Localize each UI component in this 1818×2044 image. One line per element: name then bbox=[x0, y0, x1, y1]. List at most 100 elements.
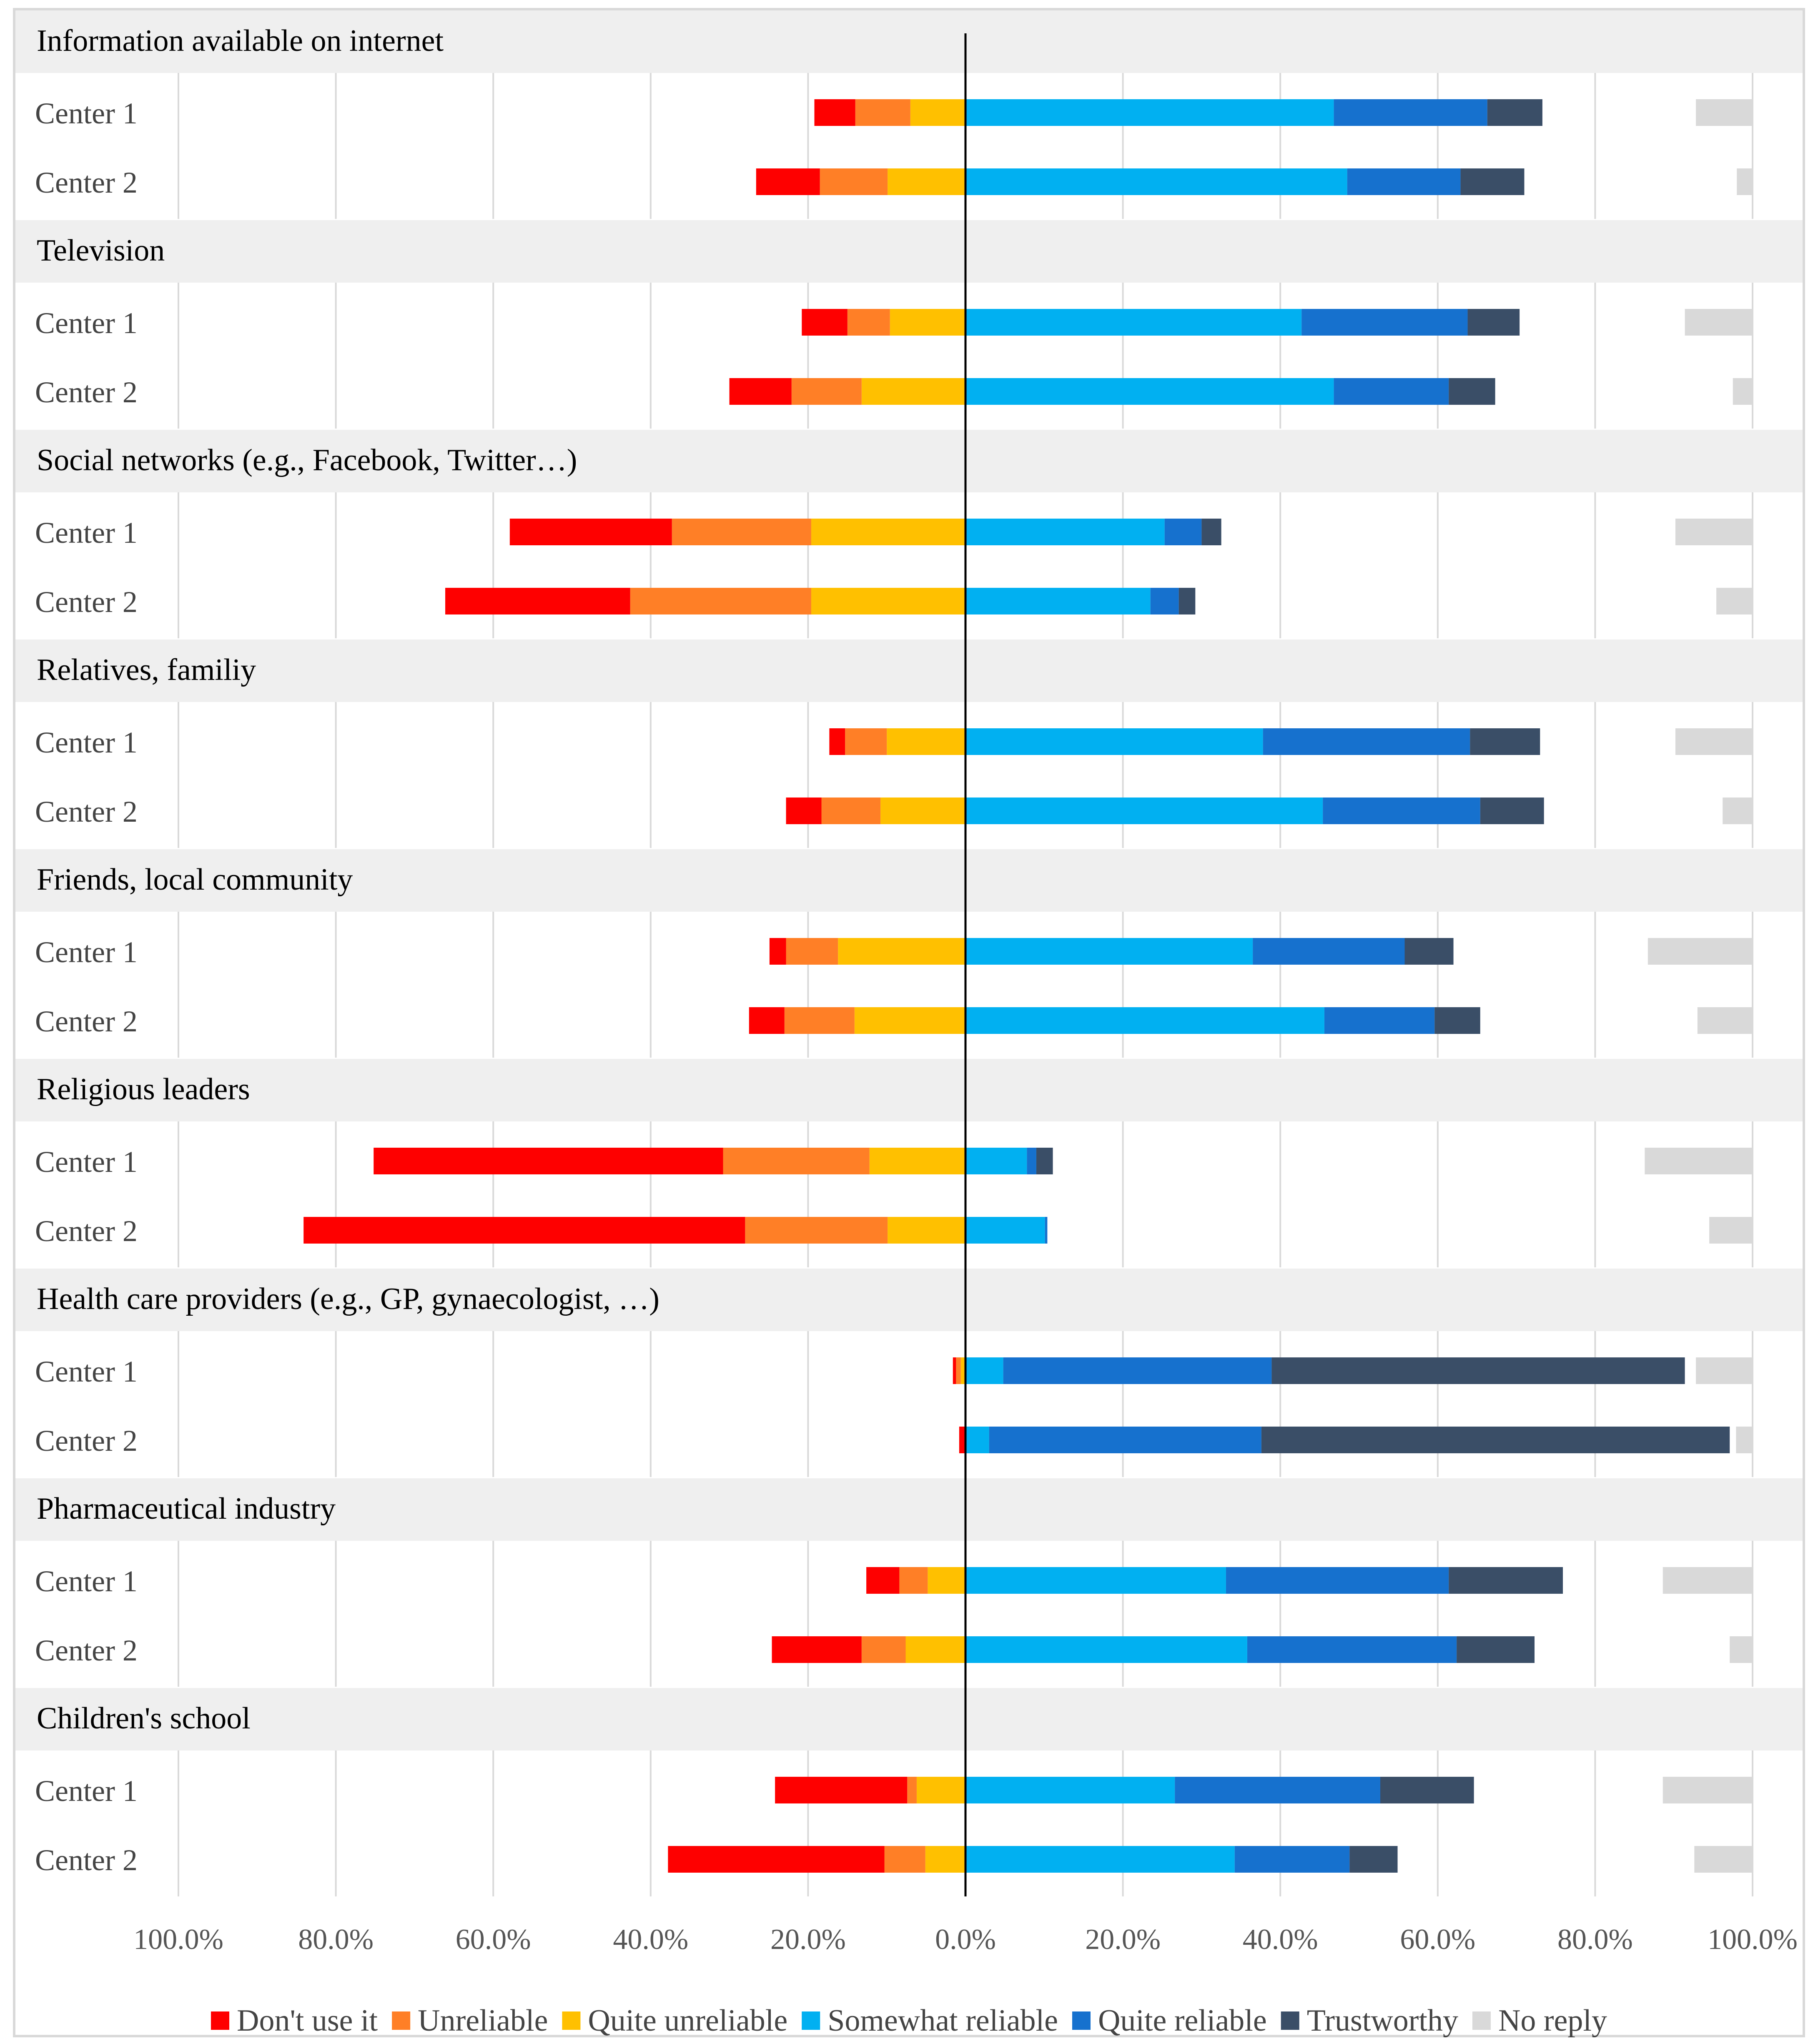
legend-item: Don't use it bbox=[211, 2004, 378, 2038]
bar-quite bbox=[1003, 1357, 1272, 1384]
bar-quite bbox=[1247, 1636, 1457, 1663]
labels: Information available on internet Center … bbox=[35, 24, 659, 1877]
legend-item: Quite unreliable bbox=[562, 2004, 787, 2038]
bar-quite bbox=[1226, 1567, 1449, 1594]
row-label: Center 1 bbox=[35, 1355, 138, 1388]
bar-no-reply bbox=[1737, 168, 1753, 195]
bar-unreliable bbox=[845, 728, 887, 755]
bar-no-reply bbox=[1730, 1636, 1753, 1663]
bar-somewhat bbox=[965, 588, 1151, 614]
bar-quite-unreliable bbox=[880, 798, 965, 824]
row-label: Center 1 bbox=[35, 726, 138, 759]
bar-dont-use bbox=[786, 798, 822, 824]
bar-unreliable bbox=[745, 1217, 888, 1244]
bar-quite-unreliable bbox=[854, 1007, 965, 1034]
bar-unreliable bbox=[821, 798, 881, 824]
category-header-band bbox=[15, 849, 1803, 912]
row-label: Center 2 bbox=[35, 1843, 138, 1877]
bar-dont-use bbox=[829, 728, 845, 755]
legend-item: Unreliable bbox=[392, 2004, 548, 2038]
bar-unreliable bbox=[899, 1567, 928, 1594]
row-label: Center 1 bbox=[35, 306, 138, 340]
category-title: Pharmaceutical industry bbox=[37, 1492, 336, 1526]
row-label: Center 1 bbox=[35, 1774, 138, 1808]
category-header-band bbox=[15, 1478, 1803, 1541]
bar-trustworthy bbox=[1349, 1846, 1398, 1873]
x-tick-label: 60.0% bbox=[456, 1924, 531, 1956]
row-label: Center 1 bbox=[35, 935, 138, 969]
x-tick-label: 20.0% bbox=[1085, 1924, 1161, 1956]
bar-trustworthy bbox=[1449, 1567, 1563, 1594]
row-label: Center 2 bbox=[35, 1634, 138, 1667]
bar-quite-unreliable bbox=[811, 588, 965, 614]
bar-no-reply bbox=[1733, 378, 1753, 405]
bar-no-reply bbox=[1697, 1007, 1753, 1034]
legend-swatch bbox=[1072, 2011, 1091, 2030]
row-label: Center 1 bbox=[35, 97, 138, 130]
bar-trustworthy bbox=[1261, 1427, 1730, 1453]
bar-no-reply bbox=[1663, 1777, 1753, 1803]
row-label: Center 2 bbox=[35, 1214, 138, 1248]
bar-trustworthy bbox=[1036, 1148, 1053, 1174]
category-header-band bbox=[15, 1269, 1803, 1331]
bar-quite bbox=[1027, 1148, 1036, 1174]
bar-trustworthy bbox=[1179, 588, 1196, 614]
row-label: Center 2 bbox=[35, 795, 138, 828]
bar-quite bbox=[1334, 378, 1449, 405]
legend-item: No reply bbox=[1472, 2004, 1607, 2038]
bar-somewhat bbox=[965, 1148, 1027, 1174]
bar-unreliable bbox=[861, 1636, 906, 1663]
legend-swatch bbox=[211, 2011, 230, 2030]
category-header-band bbox=[15, 1059, 1803, 1121]
bar-quite bbox=[1323, 798, 1480, 824]
bar-quite-unreliable bbox=[890, 309, 965, 336]
bar-somewhat bbox=[965, 1427, 989, 1453]
row-label: Center 1 bbox=[35, 516, 138, 549]
row-label: Center 2 bbox=[35, 1005, 138, 1038]
category-title: Information available on internet bbox=[37, 24, 444, 58]
bar-trustworthy bbox=[1487, 99, 1542, 126]
bar-somewhat bbox=[965, 728, 1263, 755]
bar-quite bbox=[1253, 938, 1405, 965]
bar-no-reply bbox=[1663, 1567, 1753, 1594]
legend-label: Quite unreliable bbox=[588, 2004, 787, 2038]
bar-unreliable bbox=[855, 99, 910, 126]
category-title: Religious leaders bbox=[37, 1072, 250, 1106]
bar-dont-use bbox=[729, 378, 792, 405]
bar-trustworthy bbox=[1201, 519, 1221, 545]
bar-quite bbox=[1045, 1217, 1048, 1244]
bar-quite bbox=[1150, 588, 1179, 614]
bar-no-reply bbox=[1675, 519, 1753, 545]
category-title: Children's school bbox=[37, 1701, 251, 1736]
legend-label: Trustworthy bbox=[1307, 2004, 1458, 2038]
bar-quite bbox=[1347, 168, 1461, 195]
bar-no-reply bbox=[1723, 798, 1753, 824]
bar-dont-use bbox=[303, 1217, 745, 1244]
bar-quite-unreliable bbox=[910, 99, 965, 126]
category-header-band bbox=[15, 10, 1803, 73]
bar-quite bbox=[1234, 1846, 1350, 1873]
bar-quite-unreliable bbox=[869, 1148, 965, 1174]
legend-label: Quite reliable bbox=[1098, 2004, 1267, 2038]
bar-dont-use bbox=[756, 168, 820, 195]
bar-quite-unreliable bbox=[925, 1846, 965, 1873]
row-label: Center 2 bbox=[35, 585, 138, 619]
bar-unreliable bbox=[723, 1148, 870, 1174]
bar-no-reply bbox=[1696, 1357, 1753, 1384]
bar-somewhat bbox=[965, 309, 1302, 336]
bar-quite-unreliable bbox=[811, 519, 965, 545]
legend-item: Quite reliable bbox=[1072, 2004, 1267, 2038]
legend: Don't use it Unreliable Quite unreliable So… bbox=[211, 2004, 1607, 2038]
x-tick-label: 80.0% bbox=[298, 1924, 374, 1956]
legend-swatch bbox=[562, 2011, 581, 2030]
bar-trustworthy bbox=[1460, 168, 1525, 195]
bar-somewhat bbox=[965, 1357, 1003, 1384]
bar-unreliable bbox=[956, 1357, 961, 1384]
row-label: Center 2 bbox=[35, 1424, 138, 1457]
bar-quite-unreliable bbox=[861, 378, 965, 405]
bar-unreliable bbox=[820, 168, 888, 195]
category-header-band bbox=[15, 1688, 1803, 1751]
bar-somewhat bbox=[965, 378, 1334, 405]
bar-somewhat bbox=[965, 168, 1347, 195]
bar-somewhat bbox=[965, 519, 1165, 545]
